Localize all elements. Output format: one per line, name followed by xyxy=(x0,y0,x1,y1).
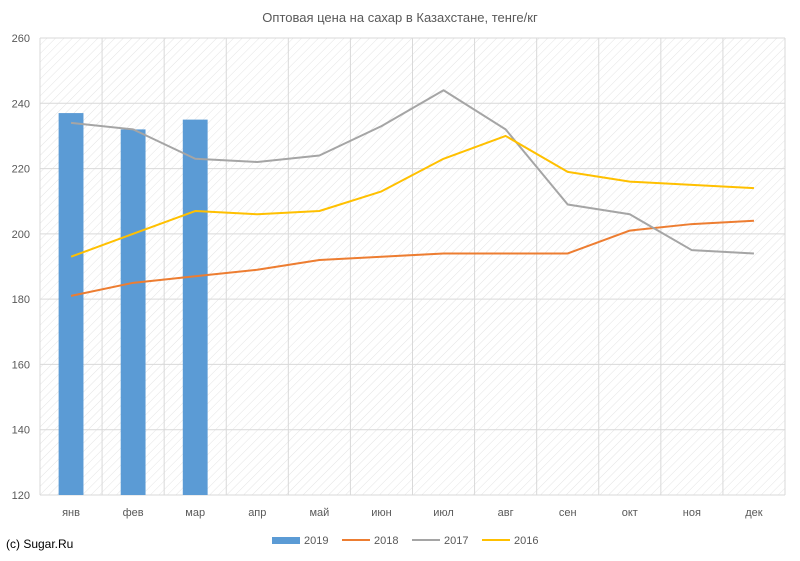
x-tick-label: янв xyxy=(62,507,80,519)
x-tick-label: май xyxy=(309,507,329,519)
legend-swatch-2019 xyxy=(272,537,300,544)
y-tick-label: 240 xyxy=(12,98,30,110)
bars-2019 xyxy=(58,113,208,495)
chart-title: Оптовая цена на сахар в Казахстане, тенг… xyxy=(262,10,538,25)
legend: 2019 2018 2017 2016 xyxy=(272,535,538,547)
legend-label-2018: 2018 xyxy=(374,535,398,547)
legend-label-2017: 2017 xyxy=(444,535,468,547)
y-tick-label: 220 xyxy=(12,164,30,176)
bar-2019-фев xyxy=(120,129,146,495)
lines xyxy=(70,89,755,297)
line-2017 xyxy=(70,89,755,255)
y-tick-label: 160 xyxy=(12,359,30,371)
x-tick-label: авг xyxy=(498,507,514,519)
y-tick-label: 180 xyxy=(12,294,30,306)
gridlines xyxy=(39,37,786,496)
x-tick-label: окт xyxy=(622,507,638,519)
copyright-text: (c) Sugar.Ru xyxy=(6,537,74,551)
bar-2019-янв xyxy=(58,113,84,495)
x-tick-label: июн xyxy=(371,507,391,519)
x-tick-label: ноя xyxy=(683,507,701,519)
x-tick-label: апр xyxy=(248,507,266,519)
x-axis-ticks: янв фев мар апр май июн июл авг сен окт ноя дек xyxy=(62,507,763,519)
line-2018 xyxy=(70,219,755,297)
line-2016 xyxy=(70,134,755,258)
y-tick-label: 140 xyxy=(12,425,30,437)
x-tick-label: июл xyxy=(433,507,454,519)
y-tick-label: 260 xyxy=(12,33,30,45)
legend-label-2019: 2019 xyxy=(304,535,328,547)
x-tick-label: дек xyxy=(745,507,763,519)
x-tick-label: мар xyxy=(185,507,205,519)
y-tick-label: 120 xyxy=(12,490,30,502)
bar-2019-мар xyxy=(182,119,208,495)
legend-label-2016: 2016 xyxy=(514,535,538,547)
x-tick-label: фев xyxy=(123,507,144,519)
y-tick-label: 200 xyxy=(12,229,30,241)
y-axis-ticks: 120 140 160 180 200 220 240 260 xyxy=(12,33,30,502)
x-tick-label: сен xyxy=(559,507,577,519)
